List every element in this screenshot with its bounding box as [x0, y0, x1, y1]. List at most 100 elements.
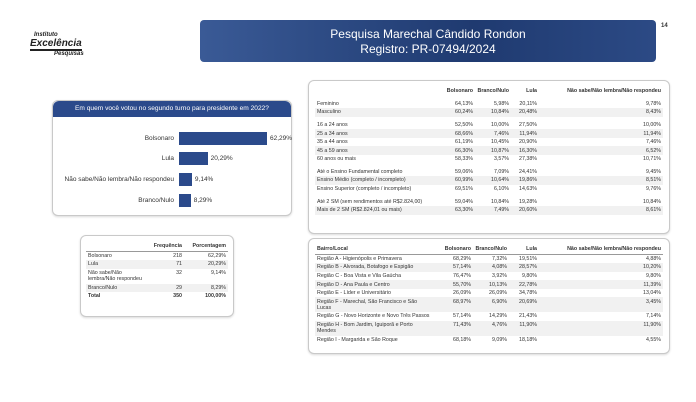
table-cell: 11,90% [509, 320, 539, 336]
header-row: Frequência Porcentagem [86, 242, 228, 252]
table-cell: Região G - Novo Horizonte e Novo Três Pa… [317, 313, 430, 320]
table-row: Mais de 2 SM (R$2.824,01 ou mais) 63,30% 7… [315, 205, 663, 215]
table-cell: 7,46% [645, 139, 661, 146]
table-row: Bolsonaro 218 62,29% [86, 251, 228, 260]
table-cell: 62,29% [208, 252, 226, 259]
table-cell: 8,51% [539, 176, 663, 185]
table-body: Região A - Higienópolis e Primavera 68,29… [315, 254, 663, 344]
table-row: Feminino 64,13% 5,98% 20,11% 9,78% [315, 97, 663, 109]
table-cell: 27,38% [519, 156, 537, 163]
table-cell: 59,04% [439, 194, 475, 206]
table-row: Ensino Médio (completo / incompleto) 60,9… [315, 176, 663, 185]
table-cell: 8,29% [184, 283, 228, 293]
table: Frequência Porcentagem Bolsonaro 218 62,29% L… [86, 242, 228, 301]
table-cell: 25 a 34 anos [315, 129, 439, 138]
table-row: Região H - Bom Jardim, Iguiporã e Porto … [315, 320, 663, 336]
header-cell: Bolsonaro [433, 245, 473, 255]
table-cell: 6,90% [473, 297, 509, 313]
table-cell: 21,43% [519, 313, 537, 320]
table-cell: 63,30% [439, 205, 475, 215]
table-row: Região D - Ana Paula e Centro 55,70% 10,13… [315, 280, 663, 289]
table-cell: 20,29% [184, 260, 228, 269]
table-cell: Total [88, 293, 101, 300]
table-cell: Feminino [315, 97, 439, 109]
table-cell: 10,13% [473, 280, 509, 289]
frequency-panel: Frequência Porcentagem Bolsonaro 218 62,29% L… [80, 235, 234, 317]
table-row: Branco/Nulo 29 8,29% [86, 283, 228, 293]
table-cell: 7,32% [491, 255, 507, 262]
row-group: Até o Ensino Fundamental completo 59,06% 7… [315, 165, 663, 196]
table-row: Região F - Marechal, São Francisco e São… [315, 297, 663, 313]
table-cell: 20,90% [519, 139, 537, 146]
table-cell: 8,43% [539, 108, 663, 119]
table-cell: 27,50% [511, 118, 539, 130]
table-cell: 3,45% [539, 297, 663, 313]
table-cell: 4,76% [473, 320, 509, 336]
bar [179, 194, 191, 207]
logo-line3: Pesquisas [54, 51, 84, 57]
table-row: Região E - Líder e Universitário 26,09% 26… [315, 289, 663, 298]
logo-line2: Excelência [30, 38, 82, 51]
header-cell: Porcentagem [184, 242, 228, 252]
table-cell: 20,69% [509, 297, 539, 313]
table-cell: 64,13% [439, 97, 475, 109]
table-row: Masculino 60,24% 10,84% 20,48% 8,43% [315, 108, 663, 119]
table-row: Não sabe/Não lembra/Não respondeu 32 9,14% [86, 269, 228, 284]
table-cell: Ensino Superior (completo / incompleto) [317, 185, 412, 192]
header-cell: Lula [509, 245, 539, 255]
table-wrap: Bairro/Local Bolsonaro Branco/Nulo Lula Não … [315, 245, 663, 344]
table-cell: 16 a 24 anos [315, 118, 439, 130]
table-cell: 68,97% [433, 297, 473, 313]
table-cell: 5,98% [475, 97, 511, 109]
header-cell: Frequência [150, 242, 184, 252]
table-cell: 11,94% [539, 129, 663, 138]
table-cell: 10,20% [539, 263, 663, 272]
bar-value-label: 62,29% [270, 135, 293, 142]
table-cell: 55,70% [433, 280, 473, 289]
header-cell [86, 242, 150, 252]
table-row: Região I - Margarida e São Roque 68,18% 9,… [315, 336, 663, 345]
table-row: Total 350 100,00% [86, 292, 228, 301]
bar [179, 152, 208, 165]
table-row: Região B - Alvorada, Botafogo e Espigão 5… [315, 263, 663, 272]
table-cell: 58,33% [455, 156, 473, 163]
table-wrap: Bolsonaro Branco/Nulo Lula Não sabe/Não lem… [315, 87, 663, 215]
chart-title-bar [53, 101, 291, 117]
category-label: Bolsonaro [144, 135, 174, 142]
table: Bolsonaro Branco/Nulo Lula Não sabe/Não lem… [315, 87, 663, 215]
table-cell: Região F - Marechal, São Francisco e São… [315, 297, 433, 313]
header-cell: Bairro/Local [315, 245, 433, 255]
table-cell: Região D - Ana Paula e Centro [315, 280, 433, 289]
table-cell: 10,00% [539, 118, 663, 130]
chart-title: Em quem você votou no segundo turno para… [75, 105, 269, 112]
chart-panel: Em quem você votou no segundo turno para… [52, 100, 292, 216]
bar-value-label: 8,29% [193, 197, 213, 204]
table-cell: 19,28% [511, 194, 539, 206]
table-cell: 16,30% [511, 146, 539, 156]
table-cell: 28,57% [509, 263, 539, 272]
table-cell: Branco/Nulo [86, 283, 150, 293]
logo-line1: Instituto [34, 32, 58, 38]
page-number: 14 [661, 23, 668, 29]
table-row: 35 a 44 anos 61,19% 10,45% 20,90% 7,46% [315, 138, 663, 147]
header-title: Pesquisa Marechal Cândido Rondon [330, 27, 526, 41]
table-cell: 3,57% [493, 156, 509, 163]
table-row: 45 a 59 anos 66,30% 10,87% 16,30% 6,52% [315, 146, 663, 156]
header-cell [315, 87, 439, 99]
table-cell: 71 [150, 260, 184, 269]
table-row: Ensino Superior (completo / incompleto) 6… [315, 185, 663, 196]
table-head: Bolsonaro Branco/Nulo Lula Não sabe/Não lem… [315, 87, 663, 99]
table-cell: 10,84% [539, 194, 663, 206]
table-cell: 19,51% [519, 255, 537, 262]
table-cell: 24,41% [511, 165, 539, 177]
table-cell: Bolsonaro [88, 252, 112, 259]
table-cell: 32 [176, 269, 182, 276]
table-cell: 68,18% [453, 336, 471, 343]
header-row: Bolsonaro Branco/Nulo Lula Não sabe/Não lem… [315, 87, 663, 99]
table-cell: 14,63% [519, 185, 537, 192]
table-cell: 9,80% [521, 272, 537, 279]
table-cell: 60,99% [439, 176, 475, 185]
table-cell: 9,78% [539, 97, 663, 109]
bar-value-label: 20,29% [210, 155, 233, 162]
table-cell: Região E - Líder e Universitário [317, 290, 391, 297]
